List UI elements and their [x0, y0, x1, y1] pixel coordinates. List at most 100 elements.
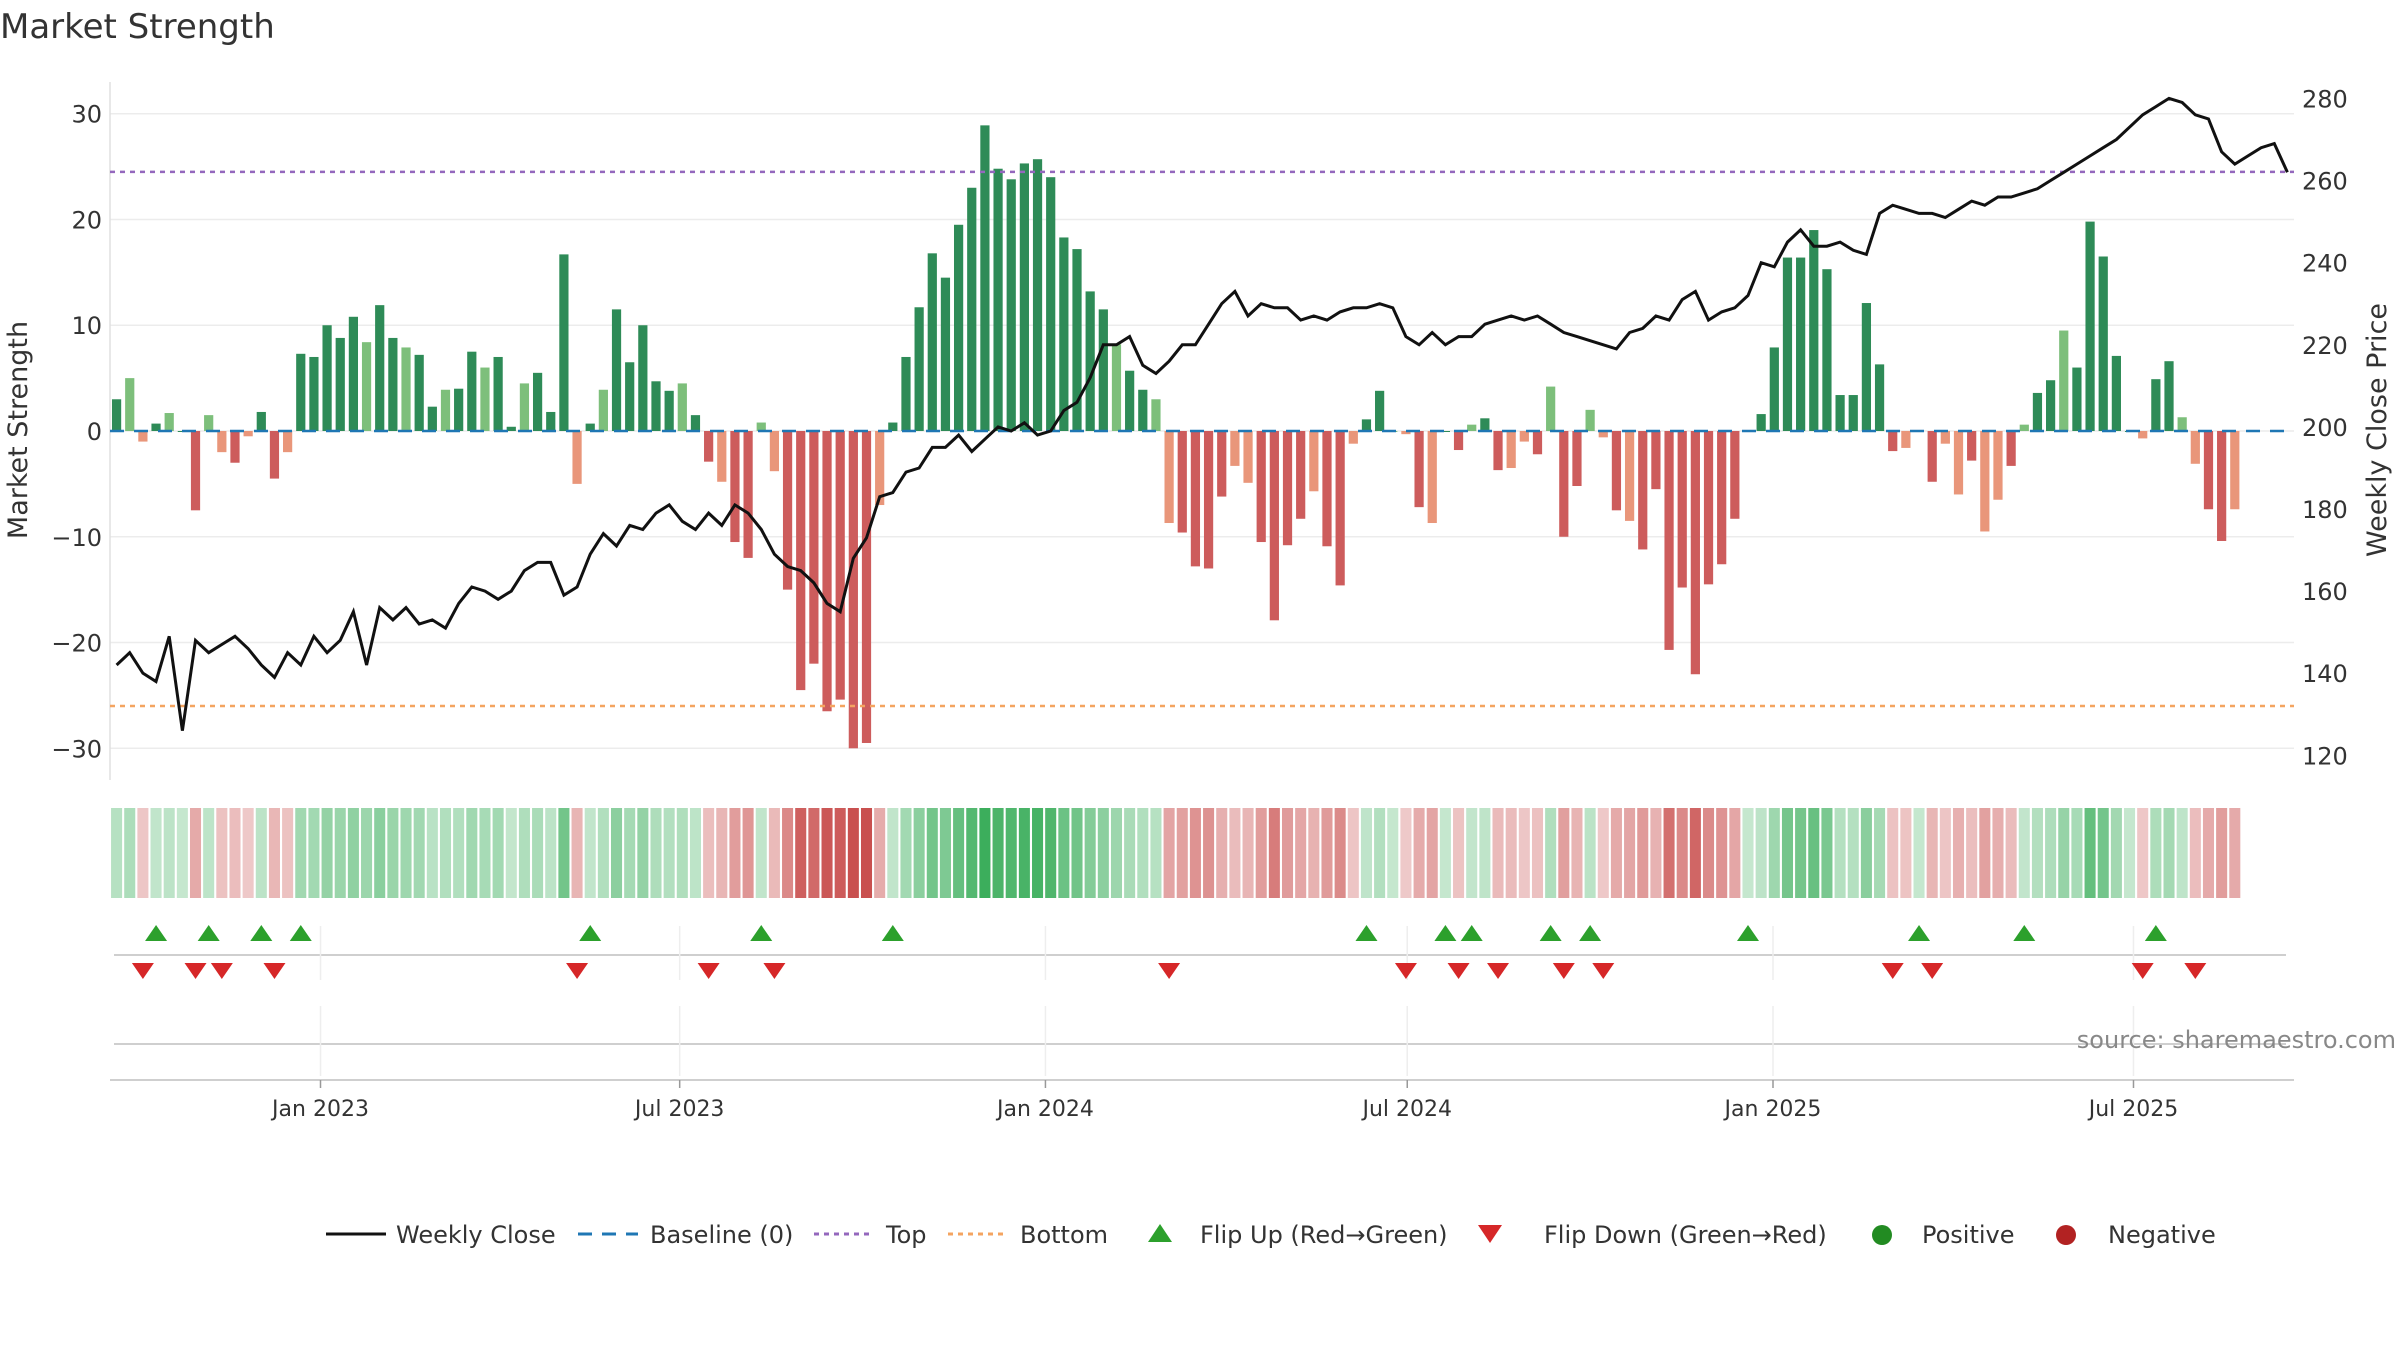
strength-bar: [625, 362, 635, 431]
strength-bar: [967, 187, 977, 431]
flip-down-marker: [210, 963, 233, 979]
heat-cell: [979, 808, 991, 898]
heat-cell: [518, 808, 530, 898]
heat-cell: [1939, 808, 1951, 898]
heat-cell: [847, 808, 859, 898]
strength-bar: [1756, 414, 1766, 431]
heat-cell: [1071, 808, 1083, 898]
strength-bar: [1559, 431, 1569, 537]
heat-cell: [1821, 808, 1833, 898]
strength-bar: [2138, 431, 2148, 439]
heat-cell: [374, 808, 386, 898]
heat-cell: [387, 808, 399, 898]
heat-cell: [768, 808, 780, 898]
heat-cell: [1926, 808, 1938, 898]
heat-cell: [1650, 808, 1662, 898]
heat-cell: [2163, 808, 2175, 898]
heat-cell: [1295, 808, 1307, 898]
strength-bar: [2072, 367, 2082, 431]
strength-bar: [440, 389, 451, 431]
y2-axis-ticks: 280 260 240 220 200 180 160 140 120: [2302, 85, 2348, 770]
heat-cell: [2189, 808, 2201, 898]
strength-bar: [296, 353, 306, 431]
heat-cell: [1518, 808, 1530, 898]
flip-up-marker: [1539, 925, 1562, 941]
y-axis-label: Market Strength: [3, 321, 34, 539]
heat-cell: [1110, 808, 1123, 898]
strength-bar: [1125, 370, 1135, 431]
heat-cell: [887, 808, 899, 898]
heat-cell: [1874, 808, 1886, 898]
strength-bar: [1953, 431, 1964, 495]
heat-cell: [426, 808, 438, 898]
strength-bar: [1296, 431, 1306, 519]
strength-bar: [151, 423, 161, 431]
heat-cell: [1347, 808, 1359, 898]
heat-cell: [1189, 808, 1201, 898]
heat-cell: [939, 808, 951, 898]
heat-cell: [2031, 808, 2043, 898]
heat-cell: [1795, 808, 1807, 898]
strength-bar: [835, 431, 845, 700]
strength-bar: [1690, 431, 1700, 675]
strength-bar: [1993, 431, 2003, 500]
legend-bottom-label: Bottom: [1020, 1221, 1108, 1249]
heat-cell: [1703, 808, 1715, 898]
x-tick-label: Jul 2025: [2087, 1097, 2179, 1122]
strength-heat-strip: [111, 808, 2241, 898]
strength-bar: [1440, 431, 1451, 432]
flip-down-marker: [1158, 963, 1181, 979]
strength-bar: [532, 372, 543, 431]
strength-bar: [1019, 163, 1029, 431]
flip-up-marker: [881, 925, 904, 941]
heat-cell: [1834, 808, 1846, 898]
flip-up-marker: [2144, 925, 2167, 941]
strength-bar: [704, 431, 714, 462]
strength-bar: [1730, 431, 1740, 519]
strength-bar: [2164, 361, 2174, 431]
heat-cell: [334, 808, 346, 898]
heat-cell: [1676, 808, 1688, 898]
heat-cell: [1966, 808, 1978, 898]
strength-bar: [283, 431, 293, 453]
strength-bar: [1822, 269, 1832, 431]
heat-cell: [1413, 808, 1425, 898]
strength-bar: [730, 431, 740, 543]
strength-bar: [809, 431, 819, 664]
y-tick-label: −10: [51, 524, 102, 552]
strength-bar: [269, 431, 280, 479]
strength-bar: [164, 413, 174, 431]
y-tick-label: 30: [71, 101, 102, 129]
heat-cell: [834, 808, 846, 898]
heat-cell: [400, 808, 412, 898]
strength-bar: [322, 325, 332, 431]
heat-cell: [742, 808, 754, 898]
strength-bar: [2019, 424, 2029, 431]
strength-bar: [2177, 417, 2187, 431]
heat-cell: [1321, 808, 1333, 898]
flip-up-marker: [2013, 925, 2036, 941]
heat-cell: [1979, 808, 1991, 898]
strength-bar: [677, 383, 687, 431]
heat-cell: [584, 808, 596, 898]
strength-bar: [1217, 431, 1227, 497]
legend-baseline-label: Baseline (0): [650, 1221, 793, 1249]
flip-down-marker: [763, 963, 786, 979]
heat-cell: [1742, 808, 1754, 898]
strength-bar: [1032, 159, 1043, 431]
heat-cell: [1308, 808, 1320, 898]
strength-bar: [1375, 390, 1385, 431]
heat-cell: [676, 808, 688, 898]
strength-bar: [559, 254, 569, 431]
heat-cell: [1163, 808, 1175, 898]
heat-cell: [189, 808, 202, 898]
heat-cell: [439, 808, 452, 898]
heat-cell: [2216, 808, 2228, 898]
heat-cell: [1150, 808, 1162, 898]
y-axis-ticks: 30 20 10 0 −10 −20 −30: [51, 101, 102, 764]
strength-bar: [1940, 431, 1950, 444]
reference-lines: [110, 170, 2294, 708]
heat-cell: [611, 808, 623, 898]
strength-bar: [467, 351, 477, 431]
